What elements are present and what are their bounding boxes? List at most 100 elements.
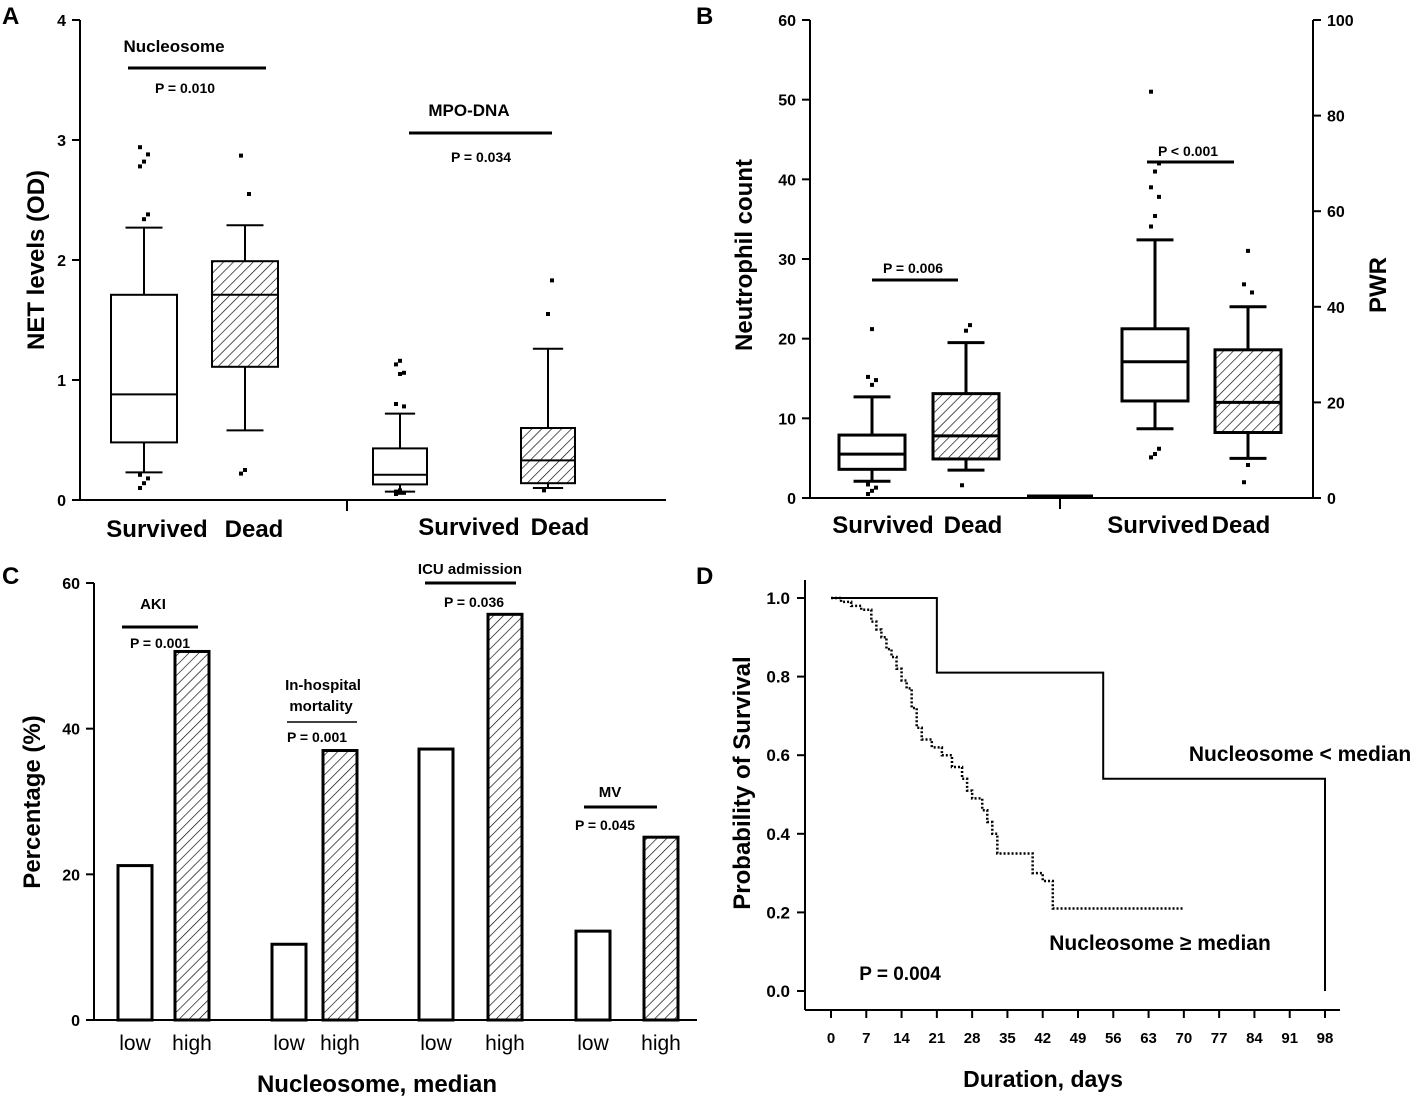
panel-d-series-below-median (831, 597, 1326, 991)
panel-a-group-2-dead-outlier-0 (542, 488, 546, 493)
panel-d-x-tick-label-9: 63 (1140, 1030, 1157, 1047)
panel-b-group-2-survived-outlier-0 (1149, 455, 1153, 460)
panel-b-group-2-dead-box (1213, 348, 1283, 435)
panel-a-group-2-p: P = 0.034 (451, 149, 511, 165)
panel-b-group-2-survived-outlier-2 (1157, 446, 1161, 451)
panel-b-x-label-1: Survived (832, 512, 933, 539)
panel-c-group-4-xtick-low: low (577, 1032, 609, 1055)
panel-b-group-2-survived-outlier-6 (1149, 185, 1153, 190)
panel-b-group-1-dead-outlier-2 (968, 323, 972, 328)
panel-d-y-tick-label-4: 0.8 (766, 668, 790, 687)
panel-b-group-2-survived-outlier-4 (1153, 213, 1157, 218)
panel-b-group-2-survived-box (1120, 327, 1190, 403)
panel-b-y-label: Neutrophil count (731, 159, 758, 351)
panel-letter-b: B (696, 3, 713, 30)
panel-b-group-1-survived-outlier-6 (866, 374, 870, 379)
panel-a-y-tick-label-2: 2 (57, 253, 66, 270)
panel-a-group-2-survived-outlier-0 (394, 492, 398, 496)
panel-a-group-1-survived-outlier-2 (146, 476, 150, 481)
panel-a-group-2-survived-outlier-9 (394, 362, 398, 367)
panel-b-x-label-3: Survived (1107, 512, 1208, 539)
panel-a-group-1-p: P = 0.010 (155, 80, 215, 96)
panel-b-y2-tick-label-2: 40 (1327, 300, 1345, 317)
panel-c-group-3-title: ICU admission (418, 561, 522, 578)
panel-a-group-1-title: Nucleosome (123, 37, 224, 56)
panel-b-group-1-survived-outlier-0 (866, 492, 870, 497)
panel-b-x-label-2: Dead (944, 512, 1003, 539)
panel-b-y-tick-label-0: 0 (787, 491, 796, 508)
panel-a-group-1-survived-outlier-6 (138, 164, 142, 169)
panel-b-x-label-4: Dead (1212, 512, 1271, 539)
panel-a-x-label-1: Survived (106, 516, 207, 543)
panel-b-group-1-survived-outlier-2 (874, 485, 878, 490)
panel-b-y2-tick-label-3: 60 (1327, 204, 1345, 221)
panel-c-group-1-xtick-high: high (172, 1032, 212, 1055)
panel-d-x-tick-label-13: 91 (1281, 1030, 1298, 1047)
panel-b-group-2-survived-outlier-9 (1149, 89, 1153, 94)
panel-b-y2-label: PWR (1365, 257, 1392, 313)
panel-b-group-2-dead-outlier-0 (1242, 480, 1246, 485)
panel-c-group-3-p: P = 0.036 (444, 594, 504, 610)
panel-d-x-label: Duration, days (963, 1066, 1123, 1092)
panel-a-group-2-survived-outlier-3 (394, 489, 398, 494)
panel-b-y2-tick-label-4: 80 (1327, 109, 1345, 126)
panel-c-group-2-xtick-high: high (320, 1032, 360, 1055)
panel-a-y-tick-label-4: 4 (57, 13, 66, 30)
panel-c-group-2-xtick-low: low (273, 1032, 305, 1055)
panel-b-y2-tick-label-5: 100 (1327, 13, 1354, 30)
panel-a-group-2-dead-outlier-2 (550, 278, 554, 283)
panel-b-y2-tick-label-0: 0 (1327, 491, 1336, 508)
panel-c-group-2-bar-high (321, 749, 359, 1022)
panel-b-y-tick-label-2: 20 (778, 332, 796, 349)
panel-d-x-tick-label-12: 84 (1246, 1030, 1263, 1047)
panel-b-group-1-survived-box (837, 433, 907, 471)
panel-b-group-2-dead-outlier-4 (1246, 248, 1250, 253)
panel-c-group-1-title: AKI (140, 596, 166, 613)
panel-a-group-2-survived-outlier-1 (398, 490, 402, 495)
panel-c-y-tick-label-1: 20 (62, 867, 80, 884)
panel-b-group-2-survived-outlier-3 (1149, 224, 1153, 229)
panel-c-group-3-xtick-high: high (485, 1032, 525, 1055)
panel-c-y-label: Percentage (%) (19, 715, 46, 888)
panel-a-x-label-4: Dead (531, 514, 590, 541)
panel-a-group-1-survived-box (110, 293, 178, 444)
panel-letter-d: D (696, 563, 713, 590)
panel-c-group-4-bar-high (642, 835, 680, 1022)
panel-a-group-1-dead-outlier-0 (239, 471, 243, 476)
panel-b-group-2-dead-outlier-1 (1246, 463, 1250, 468)
panel-b-group-2-dead-outlier-3 (1242, 282, 1246, 287)
panel-d-x-tick-label-8: 56 (1105, 1030, 1122, 1047)
panel-d-x-tick-label-10: 70 (1176, 1030, 1193, 1047)
panel-a-group-2-survived-outlier-7 (398, 372, 402, 376)
panel-a-group-2-dead-box (520, 427, 576, 485)
panel-c-group-4-xtick-high: high (641, 1032, 681, 1055)
panel-b-group-1-p: P = 0.006 (883, 260, 943, 276)
panel-a-x-label-2: Dead (225, 516, 284, 543)
panel-d-x-tick-label-6: 42 (1034, 1030, 1051, 1047)
panel-d-x-tick-label-2: 14 (893, 1030, 910, 1047)
panel-b-group-1-survived-outlier-4 (870, 382, 874, 387)
panel-d: Probability of Survival Duration, days N… (729, 580, 1411, 1092)
panel-a: NET levels (OD) Survived Dead Survived D… (23, 13, 666, 543)
panel-b-y-tick-label-6: 60 (778, 13, 796, 30)
panel-b-group-1-dead-box (931, 392, 1001, 461)
panel-a-y-tick-label-1: 1 (57, 373, 66, 390)
panel-d-x-tick-label-1: 7 (862, 1030, 870, 1047)
panel-c-group-1-bar-high (173, 649, 211, 1022)
panel-b-group-2-dead-outlier-2 (1250, 290, 1254, 295)
panel-c-group-2-title-line-1: In-hospital (285, 677, 361, 694)
panel-c-group-2-bar-low (270, 942, 308, 1022)
panel-d-legend-solid: Nucleosome < median (1189, 743, 1411, 766)
panel-b-y-tick-label-5: 50 (778, 93, 796, 110)
panel-c-y-tick-label-2: 40 (62, 722, 80, 739)
panel-c-group-3-bar-low (417, 747, 455, 1022)
panel-a-group-1-survived-outlier-4 (142, 217, 146, 222)
panel-a-group-1-survived-outlier-5 (146, 212, 150, 217)
panel-b-y2-tick-label-1: 20 (1327, 395, 1345, 412)
panel-b-y-tick-label-4: 40 (778, 172, 796, 189)
panel-b-group-1-survived-outlier-3 (866, 482, 870, 487)
panel-d-y-tick-label-5: 1.0 (766, 589, 790, 608)
panel-a-group-1-survived-outlier-8 (146, 152, 150, 157)
panel-a-group-1-survived-outlier-9 (138, 145, 142, 150)
